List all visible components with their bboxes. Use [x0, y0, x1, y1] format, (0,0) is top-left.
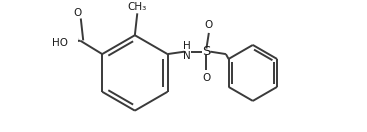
Text: O: O — [74, 8, 82, 18]
Text: CH₃: CH₃ — [128, 2, 147, 12]
Text: O: O — [205, 20, 213, 30]
Text: H
N: H N — [183, 41, 190, 61]
Text: O: O — [202, 73, 211, 83]
Text: HO: HO — [52, 38, 68, 48]
Text: S: S — [202, 45, 211, 58]
